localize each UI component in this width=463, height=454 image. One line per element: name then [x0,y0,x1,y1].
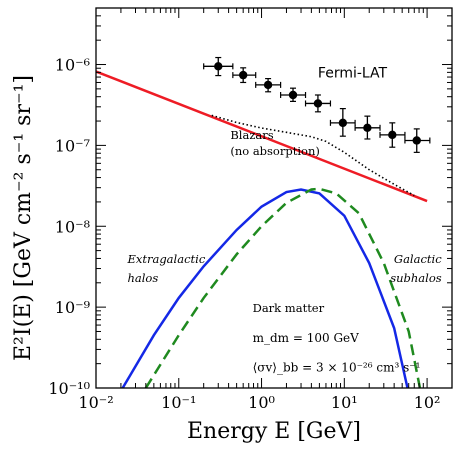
x-tick-label: 10² [414,393,441,412]
data-point-7 [354,115,381,140]
data-point-8 [379,122,406,148]
data-point-4 [280,87,307,102]
data-point-marker [263,80,273,90]
data-point-3 [255,77,282,93]
series-line-blazars-no-absorption [96,70,428,203]
cross-section-label: ⟨σv⟩_bb = 3 × 10⁻²⁶ cm³ s⁻¹ [253,360,421,374]
dark-matter-label: Dark matter [253,301,325,315]
y-tick-label: 10⁻⁷ [55,136,90,155]
y-tick-label: 10⁻⁶ [55,56,90,75]
data-point-marker [288,90,298,100]
plot-frame [95,7,453,389]
x-tick-label: 10¹ [331,393,358,412]
y-tick-label: 10⁻¹⁰ [48,379,90,398]
x-axis-title: Energy E [GeV] [187,419,361,444]
data-point-marker [214,62,223,71]
fermi-lat-label: Fermi-LAT [318,66,388,82]
y-tick-label: 10⁻⁸ [55,217,90,236]
data-point-marker [363,123,372,133]
galactic-label: Galactic [394,252,442,266]
x-tick-label: 10⁻² [78,393,113,412]
y-tick-label: 10⁻⁹ [55,298,91,317]
series-line-extragalactic-halos [121,188,409,388]
data-point-1 [203,56,234,77]
data-point-marker [412,136,421,145]
x-tick-label: 10⁰ [248,393,275,412]
series-line-galactic-subhalos [144,187,422,388]
extragalactic-halos-label: halos [127,271,158,285]
data-point-9 [404,128,431,153]
data-point-marker [238,70,248,80]
data-point-2 [232,67,257,84]
data-point-marker [388,130,397,140]
galactic-subhalos-label: subhalos [390,271,442,285]
annotations: Fermi-LAT Blazars (no absorption) Extrag… [126,66,442,375]
mass-label: m_dm = 100 GeV [253,331,360,345]
data-point-6 [329,108,356,137]
extragalactic-label: Extragalactic [126,252,205,266]
y-axis-title: E²I(E) [GeV cm⁻² s⁻¹ sr⁻¹] [11,75,36,361]
blazars-sublabel: (no absorption) [230,144,320,158]
x-tick-label: 10⁻¹ [161,393,196,412]
blazars-label: Blazars [230,128,273,142]
data-point-marker [313,99,323,108]
data-point-marker [338,118,348,128]
data-point-5 [304,94,332,113]
